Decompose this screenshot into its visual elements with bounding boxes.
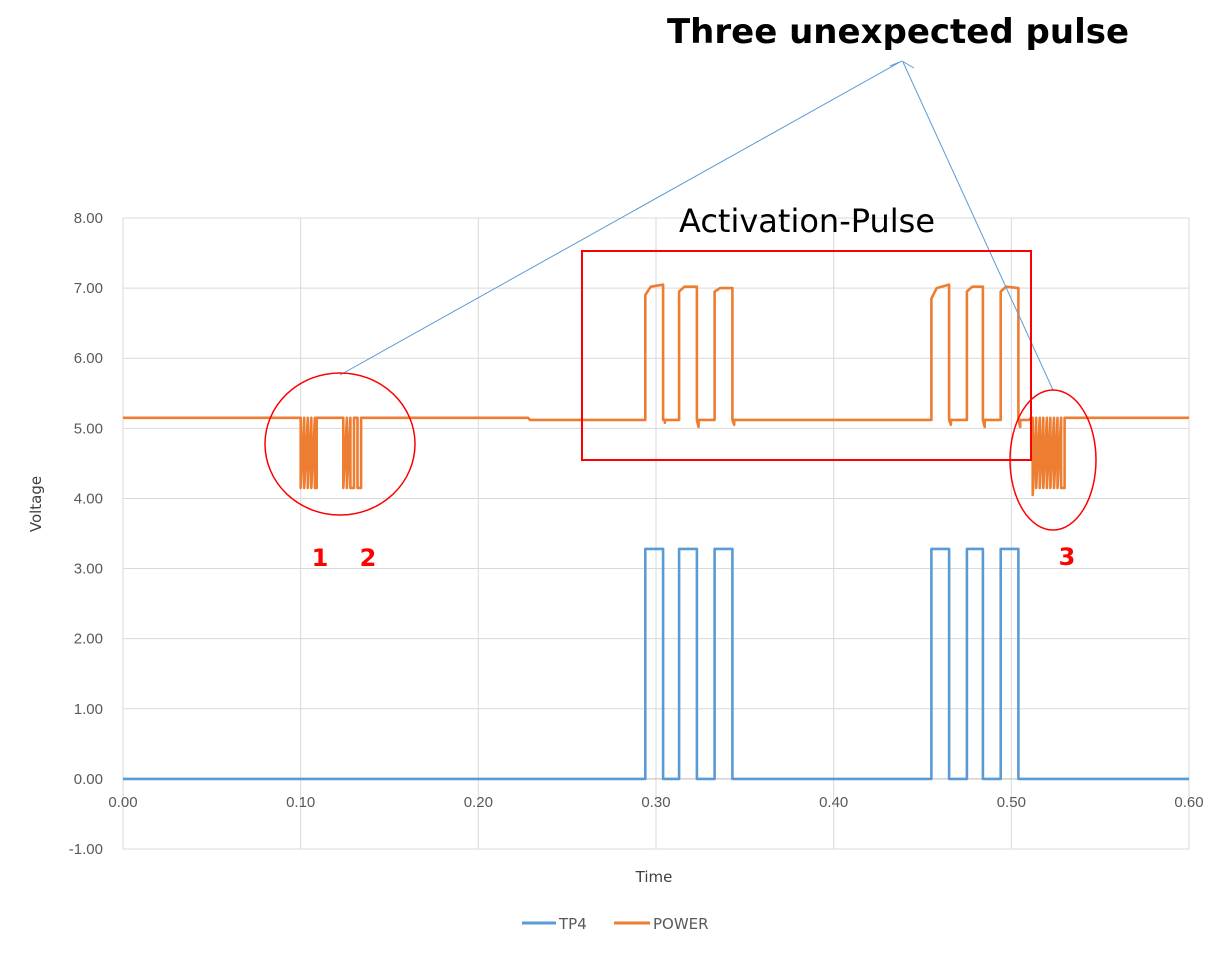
x-axis-ticks: 0.00 0.10 0.20 0.30 0.40 0.50 0.60 <box>108 794 1203 811</box>
x-tick-label: 0.30 <box>641 794 670 811</box>
x-tick-label: 0.60 <box>1174 794 1203 811</box>
y-tick-label: 5.00 <box>74 420 103 437</box>
arrowhead <box>889 60 915 69</box>
x-axis-title: Time <box>635 868 673 886</box>
chart-series <box>123 283 1189 781</box>
y-tick-label: 4.00 <box>74 490 103 507</box>
x-tick-label: 0.20 <box>464 794 493 811</box>
y-tick-label: 1.00 <box>74 701 103 718</box>
y-axis-ticks: 8.00 7.00 6.00 5.00 4.00 3.00 2.00 1.00 0.00 -1.0… <box>69 210 103 858</box>
activation-pulse-label: Activation-Pulse <box>679 202 935 240</box>
arrow-line-right <box>902 61 1054 391</box>
x-tick-label: 0.00 <box>108 794 137 811</box>
y-tick-label: 7.00 <box>74 280 103 297</box>
legend: TP4 POWER <box>522 915 709 933</box>
x-tick-label: 0.40 <box>819 794 848 811</box>
legend-label-tp4: TP4 <box>558 915 587 933</box>
highlight-circle-1-2 <box>264 372 416 516</box>
headline-annotation: Three unexpected pulse <box>667 12 1129 52</box>
marker-1: 1 <box>312 544 329 572</box>
y-tick-label: 2.00 <box>74 631 103 648</box>
series-line-tp4 <box>123 547 1189 781</box>
y-tick-label: 3.00 <box>74 561 103 578</box>
highlight-circle-3 <box>1009 389 1097 531</box>
y-tick-label: -1.00 <box>69 841 103 858</box>
marker-3: 3 <box>1059 543 1076 571</box>
activation-pulse-box <box>581 250 1032 461</box>
legend-label-power: POWER <box>653 915 709 933</box>
y-axis-title: Voltage <box>27 476 45 532</box>
y-tick-label: 8.00 <box>74 210 103 227</box>
x-tick-label: 0.10 <box>286 794 315 811</box>
annotations: Three unexpected pulse Activation-Pulse … <box>264 12 1129 572</box>
series-line-power <box>123 283 1189 497</box>
chart-grid <box>122 217 1190 850</box>
x-tick-label: 0.50 <box>997 794 1026 811</box>
arrow-line-left <box>339 61 901 376</box>
y-tick-label: 0.00 <box>74 771 103 788</box>
marker-2: 2 <box>360 544 377 572</box>
y-tick-label: 6.00 <box>74 350 103 367</box>
